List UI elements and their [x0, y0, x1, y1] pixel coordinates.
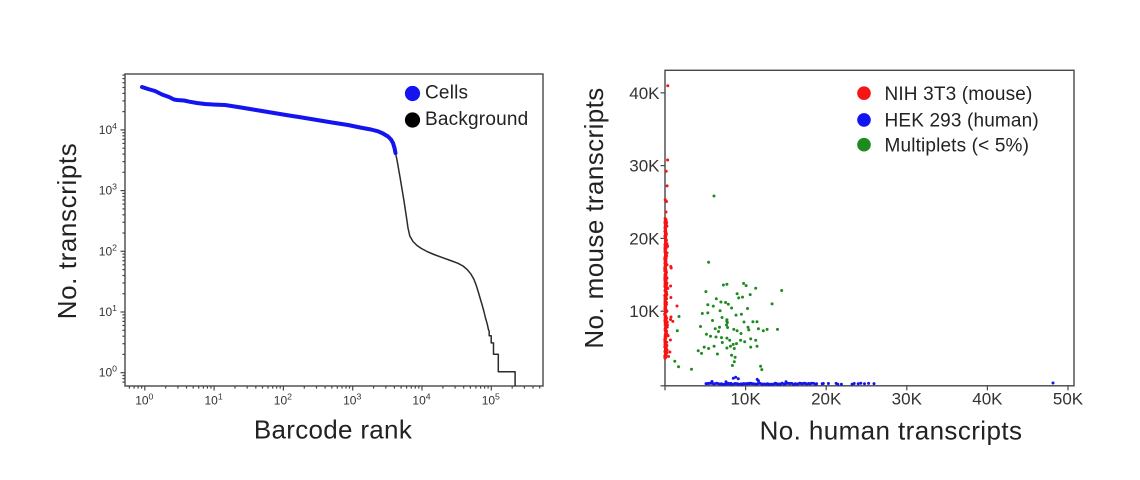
svg-text:Cells: Cells — [425, 82, 468, 103]
svg-text:50K: 50K — [1053, 390, 1084, 409]
svg-text:HEK 293 (human): HEK 293 (human) — [885, 111, 1039, 132]
svg-text:Background: Background — [425, 109, 528, 130]
svg-text:No. transcripts: No. transcripts — [52, 143, 82, 320]
svg-text:20K: 20K — [811, 390, 842, 409]
svg-text:20K: 20K — [629, 229, 660, 248]
svg-text:Barcode rank: Barcode rank — [254, 415, 413, 445]
svg-text:10K: 10K — [730, 390, 761, 409]
svg-text:30K: 30K — [629, 157, 660, 176]
svg-text:30K: 30K — [892, 390, 923, 409]
svg-text:40K: 40K — [972, 390, 1003, 409]
svg-text:40K: 40K — [629, 84, 660, 103]
svg-text:Multiplets (< 5%): Multiplets (< 5%) — [885, 135, 1030, 156]
svg-text:No. mouse transcripts: No. mouse transcripts — [579, 87, 609, 348]
svg-text:NIH 3T3 (mouse): NIH 3T3 (mouse) — [885, 84, 1033, 105]
svg-text:No. human transcripts: No. human transcripts — [760, 416, 1023, 446]
svg-text:10K: 10K — [629, 302, 660, 321]
